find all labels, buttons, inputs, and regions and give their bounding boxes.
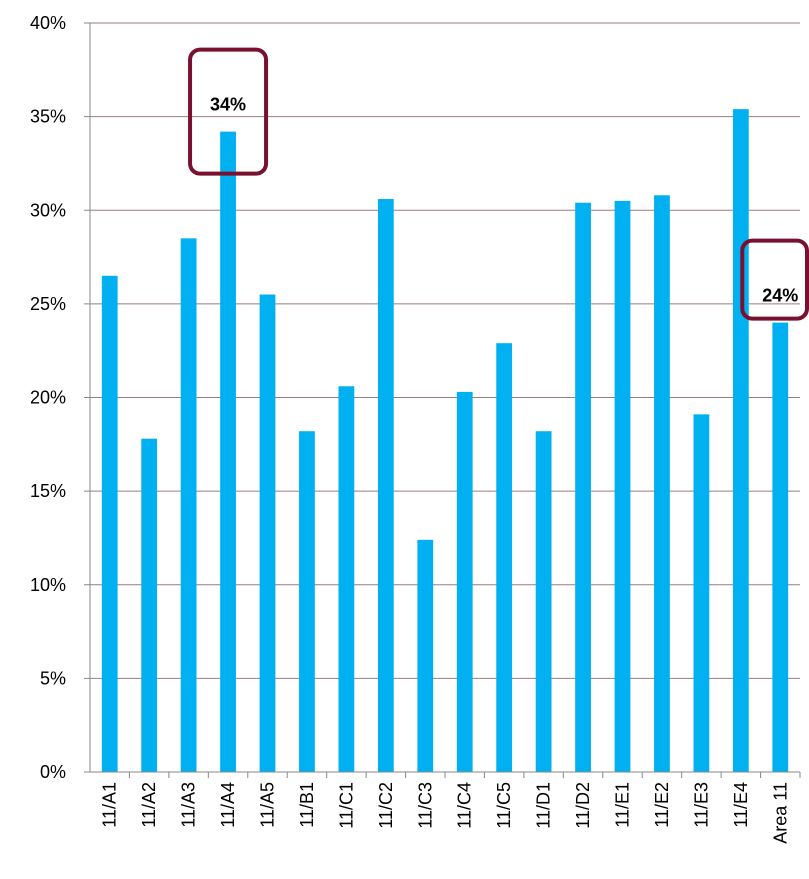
bar [338,386,355,772]
y-tick-label: 40% [30,13,66,33]
bar [693,414,710,772]
x-tick-label: 11/A3 [179,782,199,828]
bar [101,275,118,772]
annotation-box [740,238,809,321]
bar [496,343,513,772]
bar [614,200,631,772]
x-tick-label: 11/D2 [573,782,593,829]
x-tick-label: 11/A2 [139,782,159,828]
x-tick-label: Area 11 [770,782,790,844]
y-tick-label: 15% [30,481,66,501]
x-tick-label: 11/C4 [455,782,475,829]
x-tick-label: 11/C3 [415,782,435,829]
x-tick-label: 11/A4 [218,782,238,828]
x-tick-label: 11/A1 [100,782,120,828]
bar [654,195,670,772]
x-tick-label: 11/A5 [258,782,278,828]
bar [259,294,276,772]
x-tick-label: 11/D1 [534,782,554,829]
bar [299,431,315,772]
x-tick-label: 11/B1 [297,782,317,828]
y-tick-label: 10% [30,575,66,595]
annotation-box [188,47,269,176]
y-tick-label: 30% [30,200,66,220]
y-tick-label: 25% [30,294,66,314]
bar [180,238,197,772]
bar [141,438,158,772]
x-tick-label: 11/C1 [336,782,356,829]
value-label: 24% [762,286,798,306]
bar [377,199,394,772]
bar [220,131,236,773]
x-tick-label: 11/C5 [494,782,514,829]
y-tick-label: 35% [30,107,66,127]
bar [575,202,591,772]
y-tick-label: 20% [30,388,66,408]
bar [772,322,789,772]
bar [535,431,552,772]
y-tick-label: 0% [40,762,66,782]
x-tick-label: 11/C2 [376,782,396,829]
value-label: 34% [210,95,246,115]
x-tick-label: 11/E3 [691,782,711,828]
bar [732,109,749,772]
x-tick-label: 11/E2 [652,782,672,828]
y-tick-label: 5% [40,668,66,688]
bar [417,539,434,772]
x-tick-label: 11/E4 [731,782,751,828]
x-tick-label: 11/E1 [613,782,633,828]
bar [456,391,473,772]
